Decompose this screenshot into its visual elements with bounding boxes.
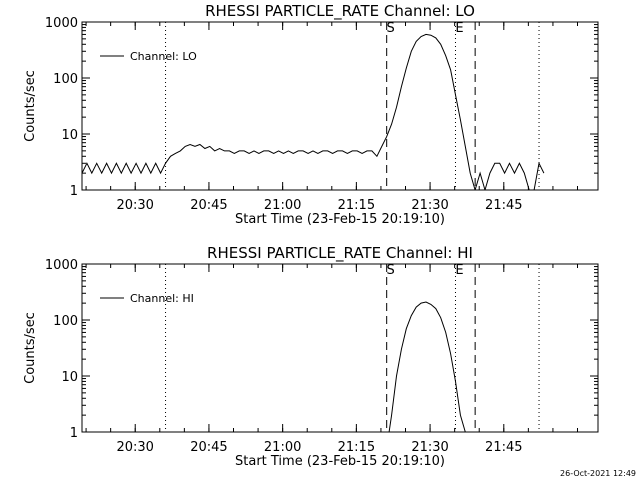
x-axis-label: Start Time (23-Feb-15 20:19:10) — [235, 212, 445, 227]
marker-label: S — [387, 263, 395, 278]
y-tick-label: 1 — [70, 426, 78, 441]
marker-label: E — [455, 21, 463, 36]
legend-label: Channel: HI — [130, 292, 194, 305]
series-line-1 — [388, 301, 466, 432]
marker-label: S — [387, 21, 395, 36]
x-tick-label: 21:15 — [338, 198, 375, 213]
x-tick-label: 21:00 — [264, 440, 301, 455]
y-tick-label: 10 — [61, 128, 78, 143]
timestamp: 26-Oct-2021 12:49 — [560, 469, 636, 478]
x-tick-label: 21:45 — [485, 198, 522, 213]
x-tick-label: 20:45 — [190, 440, 227, 455]
y-tick-label: 1 — [70, 184, 78, 199]
y-tick-label: 10 — [61, 370, 78, 385]
legend-label: Channel: LO — [130, 50, 197, 63]
x-axis-label: Start Time (23-Feb-15 20:19:10) — [235, 454, 445, 469]
x-tick-label: 21:30 — [411, 198, 448, 213]
x-tick-label: 20:30 — [116, 440, 153, 455]
y-axis-label: Counts/sec — [23, 312, 38, 384]
y-tick-label: 100 — [53, 72, 78, 87]
y-tick-label: 1000 — [45, 16, 78, 31]
plot-frame — [81, 21, 599, 191]
series-line-1 — [82, 33, 545, 190]
chart-title: RHESSI PARTICLE_RATE Channel: LO — [205, 2, 475, 21]
x-tick-label: 21:15 — [338, 440, 375, 455]
x-tick-label: 21:00 — [264, 198, 301, 213]
chart-panel-2: RHESSI PARTICLE_RATE Channel: HI 1 10 100 10… — [23, 244, 599, 469]
y-axis-label: Counts/sec — [23, 70, 38, 142]
chart-panel-1: RHESSI PARTICLE_RATE Channel: LO 1 10 100 10… — [23, 2, 599, 227]
chart-title: RHESSI PARTICLE_RATE Channel: HI — [207, 244, 473, 263]
x-tick-label: 20:30 — [116, 198, 153, 213]
x-tick-label: 20:45 — [190, 198, 227, 213]
plot-frame — [81, 263, 599, 433]
marker-label: E — [455, 263, 463, 278]
y-tick-label: 1000 — [45, 258, 78, 273]
x-tick-label: 21:45 — [485, 440, 522, 455]
x-tick-label: 21:30 — [411, 440, 448, 455]
y-tick-label: 100 — [53, 314, 78, 329]
